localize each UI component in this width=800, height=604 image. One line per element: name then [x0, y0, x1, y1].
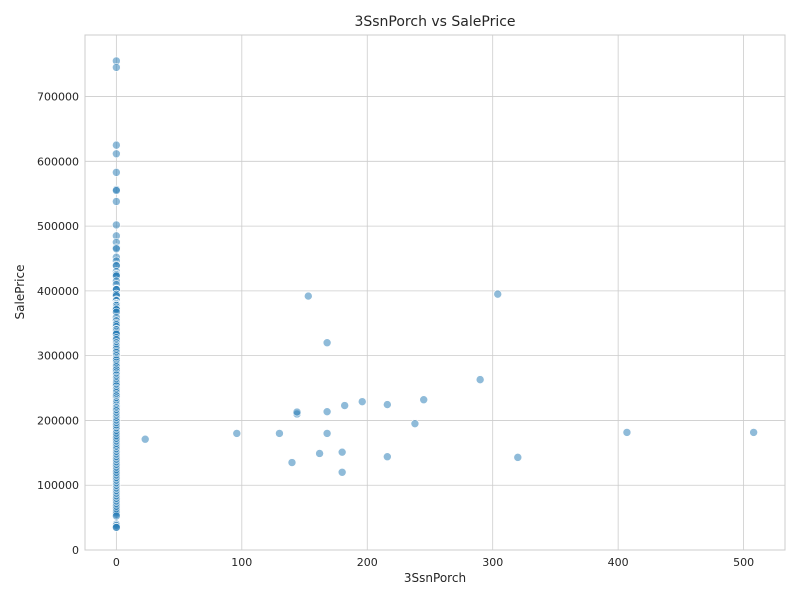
data-point — [513, 453, 523, 462]
x-tick-label: 400 — [608, 556, 629, 569]
data-point — [232, 429, 242, 438]
chart-title: 3SsnPorch vs SalePrice — [354, 14, 515, 30]
y-tick-label: 300000 — [37, 350, 79, 363]
y-tick-label: 500000 — [37, 220, 79, 233]
grid-layer — [85, 35, 785, 551]
data-point — [749, 428, 758, 437]
x-tick-label: 100 — [231, 556, 252, 569]
data-point — [419, 395, 429, 405]
data-point — [622, 428, 632, 437]
x-tick-label: 200 — [357, 556, 378, 569]
data-point — [112, 197, 121, 206]
data-point — [337, 467, 347, 477]
data-point — [322, 429, 332, 438]
data-point — [337, 447, 347, 457]
x-tick-label: 300 — [482, 556, 503, 569]
data-point — [340, 401, 349, 410]
data-point — [410, 419, 420, 428]
data-point — [303, 291, 313, 301]
data-point — [322, 338, 332, 348]
data-point — [112, 168, 121, 177]
data-point — [112, 186, 121, 195]
y-tick-label: 0 — [72, 544, 79, 557]
ticks-layer: 0 100 200 300 400 500 0 100000 200000 300000 40000… — [37, 91, 754, 569]
data-point — [383, 400, 392, 409]
y-tick-label: 200000 — [37, 414, 79, 427]
data-point — [315, 449, 324, 458]
data-point — [112, 149, 121, 159]
data-point — [112, 244, 121, 254]
data-point — [493, 289, 503, 299]
data-point — [112, 63, 121, 72]
data-point — [383, 452, 392, 462]
y-tick-label: 100000 — [37, 479, 79, 492]
y-tick-label: 700000 — [37, 91, 79, 104]
data-point — [112, 523, 121, 532]
y-tick-label: 400000 — [37, 285, 79, 298]
data-point — [292, 407, 302, 417]
data-point — [112, 511, 121, 521]
data-point — [275, 429, 284, 438]
data-point — [357, 397, 367, 406]
data-point — [287, 458, 297, 467]
data-point — [475, 375, 485, 384]
data-point — [112, 220, 121, 230]
x-tick-label: 500 — [733, 556, 754, 569]
y-axis-title: SalePrice — [13, 265, 27, 320]
plot-frame — [84, 34, 786, 551]
data-point — [322, 407, 332, 416]
x-tick-label: 0 — [113, 556, 120, 569]
y-tick-label: 600000 — [37, 155, 79, 168]
x-axis-title: 3SsnPorch — [404, 571, 466, 585]
data-point — [140, 434, 150, 444]
data-point — [112, 140, 121, 150]
points-layer — [112, 56, 758, 532]
